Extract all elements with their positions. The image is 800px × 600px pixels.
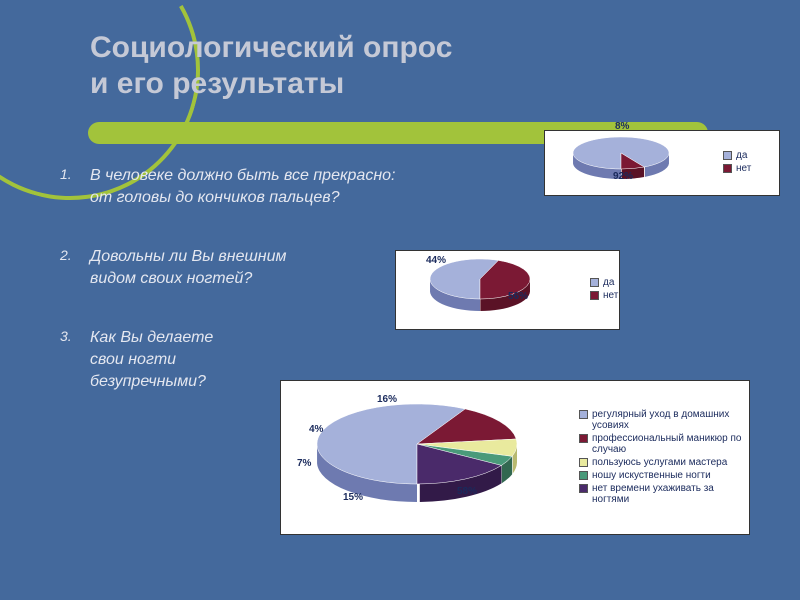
legend-label: нет (736, 163, 751, 174)
chart-1: 92%8%данет (544, 130, 780, 196)
legend-row: нет (723, 163, 773, 174)
legend-label: нет времени ухаживать за ногтями (592, 483, 743, 505)
legend-swatch (579, 471, 588, 480)
legend-row: профессиональный маникюр по случаю (579, 433, 743, 455)
question-number: 1. (60, 165, 90, 210)
pie-wrap: 56% 44% (402, 243, 578, 337)
pie-chart (551, 123, 711, 203)
legend-label: пользуюсь услугами мастера (592, 457, 727, 468)
legend-row: регулярный уход в домашних усовиях (579, 409, 743, 431)
legend-label: нет (603, 290, 618, 301)
legend-swatch (723, 164, 732, 173)
legend-label: да (603, 277, 614, 288)
legend-label: профессиональный маникюр по случаю (592, 433, 743, 455)
legend-label: ношу искуственные ногти (592, 470, 711, 481)
legend-label: да (736, 150, 747, 161)
legend: да нет (723, 150, 773, 176)
legend-row: пользуюсь услугами мастера (579, 457, 743, 468)
title-line-2: и его результаты (90, 67, 344, 100)
title-line-1: Социологический опрос (90, 31, 452, 64)
legend-row: ношу искуственные ногти (579, 470, 743, 481)
pie-slice-label: 92% (613, 171, 633, 182)
pie-slice-label: 44% (426, 255, 446, 266)
pie-wrap: 58% 15% 7% 4% 16% (287, 374, 567, 542)
legend-label: регулярный уход в домашних усовиях (592, 409, 743, 431)
question-1: 1.В человеке должно быть все прекрасно:о… (60, 165, 395, 210)
legend-swatch (579, 484, 588, 493)
chart-2: 56% 44% да нет (395, 250, 620, 330)
pie-wrap: 92% 8% (551, 123, 711, 203)
legend-row: нет (590, 290, 618, 301)
legend-swatch (723, 151, 732, 160)
pie-slice-label: 4% (309, 424, 323, 435)
legend-swatch (590, 291, 599, 300)
legend-swatch (579, 434, 588, 443)
pie-slice-label: 58% (457, 486, 477, 497)
legend-swatch (579, 410, 588, 419)
legend-swatch (590, 278, 599, 287)
legend: да нет (590, 277, 618, 303)
pie-slice-label: 16% (377, 394, 397, 405)
legend-row: да (723, 150, 773, 161)
question-2: 2.Довольны ли Вы внешнимвидом своих ногт… (60, 246, 395, 291)
legend: регулярный уход в домашних усовияхпрофес… (579, 409, 743, 507)
legend-row: да (590, 277, 618, 288)
question-number: 3. (60, 327, 90, 394)
pie-slice-label: 56% (508, 291, 528, 302)
page-title: Социологический опрос и его результаты (90, 30, 452, 102)
question-number: 2. (60, 246, 90, 291)
pie-slice-label: 15% (343, 492, 363, 503)
pie-chart (287, 374, 567, 542)
legend-row: нет времени ухаживать за ногтями (579, 483, 743, 505)
pie-slice-label: 7% (297, 458, 311, 469)
pie-slice-label: 8% (615, 121, 629, 132)
chart-3: 58% 15% 7% 4% 16% регулярный уход в домашних … (280, 380, 750, 535)
question-text: Довольны ли Вы внешнимвидом своих ногтей… (90, 246, 286, 291)
legend-swatch (579, 458, 588, 467)
question-text: Как Вы делаетесвои ногтибезупречными? (90, 327, 213, 394)
question-text: В человеке должно быть все прекрасно:от … (90, 165, 395, 210)
